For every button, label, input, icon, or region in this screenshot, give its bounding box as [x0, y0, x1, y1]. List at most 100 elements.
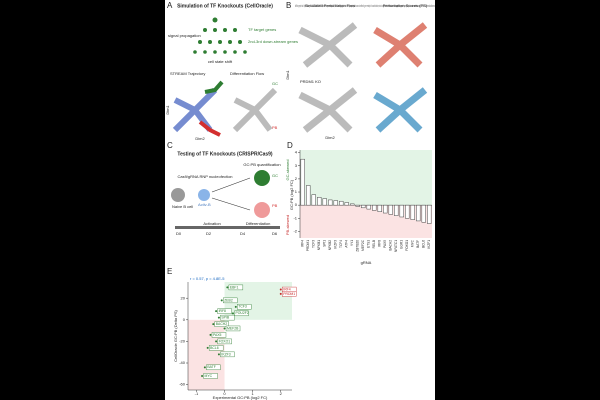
point	[220, 299, 223, 302]
point	[223, 327, 226, 330]
panel-title: Simulated Perturbation Flow	[305, 3, 355, 8]
axis-label: Dim2	[195, 136, 205, 141]
panel-letter: E	[167, 267, 172, 276]
point-label: POU2F2	[235, 311, 248, 315]
point-label: EBF1	[230, 285, 239, 289]
y-tick-label: 0	[183, 317, 186, 322]
x-tick-label: ATF4	[345, 240, 349, 248]
preprint-notice: bioRxiv preprint doi: https://doi.org/10…	[295, 4, 435, 8]
point-label: PAX5	[213, 333, 222, 337]
label: STREAM Trajectory	[170, 71, 205, 76]
x-tick-label: RELB	[372, 240, 376, 248]
annotation: GC-skewed	[285, 160, 290, 181]
x-tick-label: SPI1	[323, 240, 327, 247]
stat: r = 0.57, p = 4.8E-5	[190, 276, 225, 281]
panel-letter: C	[167, 141, 173, 150]
point	[226, 286, 229, 289]
x-tick-label: PAX5	[383, 240, 387, 248]
label: Naive B cell	[172, 204, 193, 209]
bar	[306, 185, 311, 206]
label: cell state shift	[208, 59, 233, 64]
label: Activ-B	[198, 202, 211, 207]
x-tick-label: IRF4	[301, 240, 305, 247]
point	[209, 333, 212, 336]
label-box	[225, 325, 241, 332]
bar	[388, 204, 393, 215]
x-tick-label: MYC	[411, 239, 415, 247]
label-box	[214, 321, 229, 327]
axis-label: CellOracle GC:PB (Delta PS)	[173, 309, 178, 361]
point	[215, 310, 218, 313]
panel-title: Perturbation Scores (PS)	[383, 3, 428, 8]
point-label: FOXO1	[219, 339, 231, 343]
point-label: BACH2	[216, 322, 227, 326]
score-embedding	[373, 22, 428, 68]
label-box	[234, 310, 249, 317]
y-tick-label: -2	[293, 228, 297, 233]
label-box	[206, 364, 221, 371]
day: D0	[176, 231, 182, 236]
trajectory	[204, 80, 224, 94]
cell	[171, 188, 185, 202]
panel-title: Simulation of TF Knockouts (CellOracle)	[177, 3, 273, 9]
bar	[344, 202, 349, 206]
label-box	[282, 291, 297, 297]
label: GC	[272, 81, 278, 86]
bar	[361, 204, 366, 209]
bar	[427, 204, 432, 224]
y-tick-label: -1	[293, 215, 297, 220]
x-tick-label: BCL6	[422, 240, 426, 248]
point	[231, 312, 234, 315]
label-box	[203, 373, 218, 379]
x-tick-label: NFKB2	[328, 240, 332, 251]
label-box	[217, 338, 232, 345]
bar	[377, 204, 382, 212]
x-tick-label: BATF	[416, 240, 420, 248]
x-tick-label: TCF4	[339, 240, 343, 248]
point-label: PRDM1	[283, 292, 295, 296]
point-label: ZEB2	[224, 298, 233, 302]
bar	[366, 204, 371, 210]
bar	[322, 198, 327, 206]
day: D6	[272, 231, 278, 236]
annotation: PB-skewed	[285, 215, 290, 235]
axis-label: gRNA	[361, 260, 372, 265]
point-label: IRF8	[219, 309, 226, 313]
x-tick-label: IKZF3	[334, 240, 338, 249]
label: GC	[272, 173, 278, 178]
label: Differentiation	[246, 221, 271, 226]
panel-letter: A	[167, 1, 173, 10]
y-tick-label: -20	[179, 338, 186, 343]
cell	[254, 202, 270, 218]
x-tick-label: NFATC1	[394, 240, 398, 252]
point	[215, 340, 218, 343]
label-box	[217, 308, 232, 314]
bar	[416, 204, 421, 222]
x-tick-label: FOXO1	[405, 240, 409, 251]
x-tick-label: BACH2	[389, 240, 393, 251]
x-tick-label: 1	[252, 391, 255, 396]
y-tick-label: 0	[295, 202, 298, 207]
label: 2nd-3rd down-stream genes	[248, 39, 298, 44]
panel-letter: B	[286, 1, 291, 10]
x-tick-label: ETS1	[367, 240, 371, 248]
x-tick-label: NFKB1	[317, 240, 321, 251]
bar	[399, 204, 404, 218]
bar	[333, 200, 338, 206]
point-label: MYC	[205, 374, 213, 378]
label: Cas9/gRNA RNP nucleofection	[177, 174, 232, 179]
x-tick-label: 0	[223, 391, 226, 396]
y-tick-label: 20	[181, 295, 186, 300]
day: D4	[240, 231, 246, 236]
y-tick-label: 4	[295, 150, 298, 155]
y-tick-label: 3	[295, 163, 298, 168]
label-box	[228, 284, 244, 291]
label: PB	[272, 125, 278, 130]
bar	[311, 194, 316, 206]
axis-label: GC:PB (log2 FC)	[289, 179, 294, 210]
bar	[328, 199, 333, 206]
label: GC:PB quantification	[243, 162, 280, 167]
x-tick-label: IKZF1	[427, 240, 431, 249]
score-embedding	[373, 87, 428, 133]
flow-embedding	[298, 22, 358, 68]
